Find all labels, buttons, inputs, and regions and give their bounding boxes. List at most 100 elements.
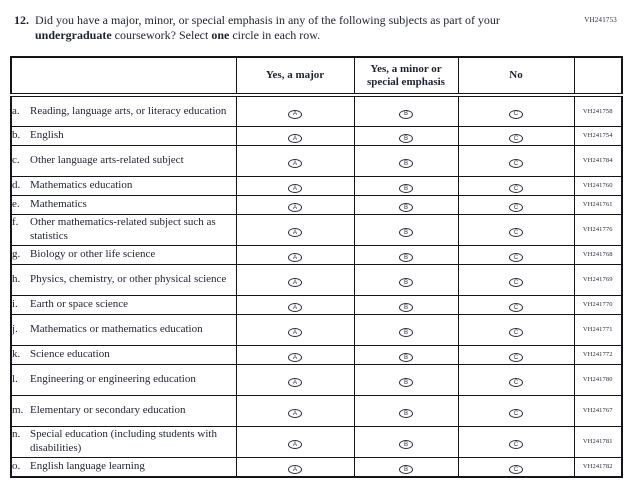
bubble-yes-minor[interactable]: B — [399, 228, 413, 237]
row-label: Biology or other life science — [30, 247, 156, 260]
table-row: d. Mathematics education A B C VH241760 — [10, 175, 623, 196]
row-letter: j. — [12, 322, 18, 335]
row-label-cell: a. Reading, language arts, or literacy ed… — [10, 94, 237, 127]
bubble-yes-major[interactable]: A — [288, 203, 302, 212]
bubble-yes-minor[interactable]: B — [399, 109, 413, 119]
bubble-yes-major[interactable]: A — [288, 353, 302, 362]
row-letter: l. — [12, 372, 18, 385]
row-letter: d. — [12, 178, 21, 191]
row-label-cell: d. Mathematics education — [10, 175, 237, 196]
bubble-no[interactable]: C — [509, 109, 523, 119]
bubble-yes-minor[interactable]: B — [399, 159, 413, 168]
bubble-yes-minor[interactable]: B — [399, 409, 413, 418]
bubble-yes-major[interactable]: A — [288, 328, 302, 337]
row-letter: k. — [12, 347, 21, 360]
bubble-yes-minor[interactable]: B — [399, 278, 413, 287]
bubble-yes-minor[interactable]: B — [399, 134, 413, 143]
bubble-no[interactable]: C — [509, 328, 523, 337]
row-code: VH241761 — [573, 194, 623, 215]
row-code: VH241760 — [573, 175, 623, 196]
row-label-cell: j. Mathematics or mathematics education — [10, 313, 237, 346]
bubble-no[interactable]: C — [509, 378, 523, 387]
bubble-no[interactable]: C — [509, 134, 523, 143]
row-code: VH241782 — [573, 456, 623, 477]
row-code: VH241754 — [573, 125, 623, 146]
table-row: l. Engineering or engineering education A… — [10, 363, 623, 396]
bubble-yes-minor[interactable]: B — [399, 184, 413, 193]
row-label-cell: g. Biology or other life science — [10, 244, 237, 265]
bubble-yes-major[interactable]: A — [288, 465, 302, 474]
row-label-cell: f. Other mathematics-related subject such… — [10, 213, 237, 246]
table-row: h. Physics, chemistry, or other physical … — [10, 263, 623, 296]
row-label: English language learning — [30, 459, 145, 472]
bubble-no[interactable]: C — [509, 159, 523, 168]
bubble-yes-major[interactable]: A — [288, 378, 302, 387]
bubble-no[interactable]: C — [509, 465, 523, 474]
bubble-no[interactable]: C — [509, 253, 523, 262]
question-block: 12. Did you have a major, minor, or spec… — [14, 13, 604, 43]
bubble-yes-minor[interactable]: B — [399, 440, 413, 449]
row-label-cell: k. Science education — [10, 344, 237, 365]
bubble-yes-major[interactable]: A — [288, 228, 302, 237]
bubble-no[interactable]: C — [509, 440, 523, 449]
row-label-cell: c. Other language arts-related subject — [10, 144, 237, 177]
row-code: VH241758 — [573, 94, 623, 127]
bubble-no[interactable]: C — [509, 353, 523, 362]
row-code: VH241776 — [573, 213, 623, 246]
question-text: Did you have a major, minor, or special … — [35, 13, 563, 43]
table-row: c. Other language arts-related subject A … — [10, 144, 623, 177]
header-no: No — [457, 56, 575, 97]
table-row: k. Science education A B C VH241772 — [10, 344, 623, 365]
table-row: e. Mathematics A B C VH241761 — [10, 194, 623, 215]
question-bold-one: one — [211, 28, 230, 42]
row-label: Science education — [30, 347, 110, 360]
bubble-yes-minor[interactable]: B — [399, 465, 413, 474]
bubble-no[interactable]: C — [509, 303, 523, 312]
table-row: b. English A B C VH241754 — [10, 125, 623, 146]
bubble-yes-major[interactable]: A — [288, 134, 302, 143]
row-letter: a. — [12, 104, 20, 117]
bubble-yes-major[interactable]: A — [288, 303, 302, 312]
row-letter: b. — [12, 128, 21, 141]
table-row: f. Other mathematics-related subject such… — [10, 213, 623, 246]
table-row: g. Biology or other life science A B C VH… — [10, 244, 623, 265]
question-bold-undergraduate: undergraduate — [35, 28, 112, 42]
row-label-cell: b. English — [10, 125, 237, 146]
bubble-yes-major[interactable]: A — [288, 159, 302, 168]
bubble-yes-major[interactable]: A — [288, 278, 302, 287]
row-label: Mathematics or mathematics education — [30, 322, 203, 335]
bubble-yes-minor[interactable]: B — [399, 203, 413, 212]
row-label: Mathematics — [30, 197, 87, 210]
row-label: Other language arts-related subject — [30, 153, 184, 166]
response-table: Yes, a major Yes, a minor or special emp… — [10, 56, 623, 478]
bubble-yes-major[interactable]: A — [288, 440, 302, 449]
bubble-yes-minor[interactable]: B — [399, 378, 413, 387]
row-code: VH241767 — [573, 394, 623, 427]
bubble-yes-major[interactable]: A — [288, 184, 302, 193]
header-empty-label — [10, 56, 237, 97]
row-letter: e. — [12, 197, 20, 210]
row-label: English — [30, 128, 64, 141]
bubble-no[interactable]: C — [509, 184, 523, 193]
bubble-yes-major[interactable]: A — [288, 109, 302, 119]
bubble-yes-minor[interactable]: B — [399, 303, 413, 312]
row-code: VH241770 — [573, 294, 623, 315]
bubble-yes-major[interactable]: A — [288, 409, 302, 418]
bubble-no[interactable]: C — [509, 409, 523, 418]
bubble-yes-minor[interactable]: B — [399, 353, 413, 362]
bubble-yes-major[interactable]: A — [288, 253, 302, 262]
bubble-yes-minor[interactable]: B — [399, 253, 413, 262]
bubble-no[interactable]: C — [509, 278, 523, 287]
bubble-no[interactable]: C — [509, 203, 523, 212]
bubble-yes-minor[interactable]: B — [399, 328, 413, 337]
row-code: VH241768 — [573, 244, 623, 265]
row-code: VH241769 — [573, 263, 623, 296]
row-label-cell: m. Elementary or secondary education — [10, 394, 237, 427]
question-number: 12. — [14, 13, 29, 27]
row-code: VH241771 — [573, 313, 623, 346]
header-empty-code — [573, 56, 623, 97]
question-seg2: coursework? Select — [111, 28, 212, 42]
bubble-no[interactable]: C — [509, 228, 523, 237]
page-corner-code: VH241753 — [584, 16, 617, 24]
row-letter: h. — [12, 272, 21, 285]
